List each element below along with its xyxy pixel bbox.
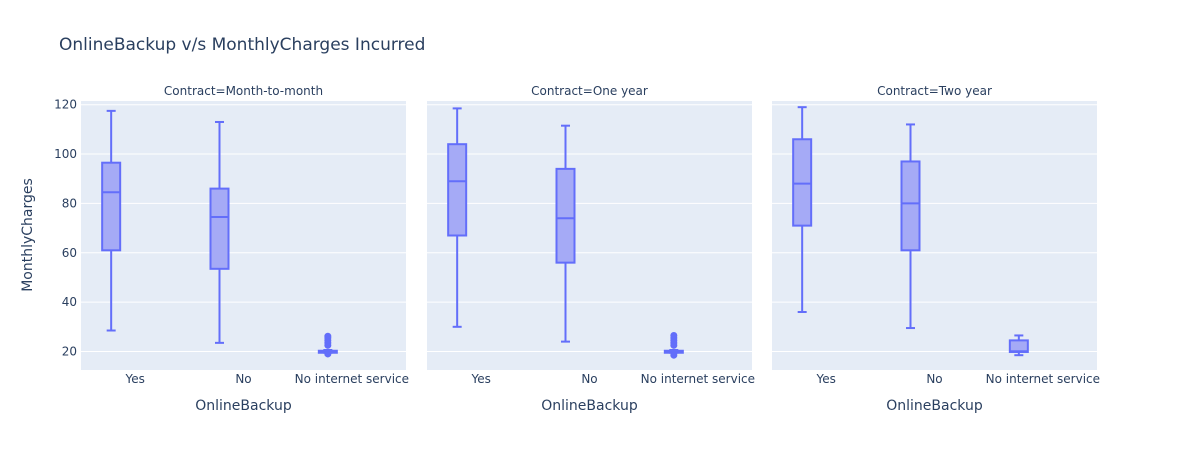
iqr-box (555, 167, 576, 264)
box-plot (663, 331, 684, 359)
iqr-box (101, 161, 122, 252)
outlier-point (670, 351, 678, 359)
x-tick-label: No (926, 372, 942, 386)
x-tick-label: No internet service (641, 372, 755, 386)
box-plot (792, 106, 813, 314)
x-axis-title: OnlineBackup (886, 398, 983, 414)
y-tick-label: 20 (62, 344, 77, 358)
y-tick-label: 80 (62, 196, 77, 210)
iqr-box (447, 143, 468, 237)
chart-title: OnlineBackup v/s MonthlyCharges Incurred (59, 35, 425, 55)
box-plot (101, 109, 122, 332)
facet-title: Contract=Month-to-month (164, 84, 323, 98)
x-tick-label: No internet service (986, 372, 1100, 386)
box-plot (209, 120, 230, 344)
x-tick-label: No (235, 372, 251, 386)
facet-title: Contract=One year (531, 84, 648, 98)
plot-background (81, 101, 406, 370)
box-plot (1008, 334, 1029, 357)
x-tick-label: Yes (124, 372, 144, 386)
iqr-box (792, 138, 813, 227)
y-tick-label: 40 (62, 295, 77, 309)
box-plot (555, 124, 576, 343)
y-tick-label: 120 (54, 98, 77, 112)
box-plot (317, 332, 338, 358)
y-tick-label: 100 (54, 147, 77, 161)
iqr-box (209, 187, 230, 270)
plot-background (772, 101, 1097, 370)
x-tick-label: Yes (470, 372, 490, 386)
x-axis-title: OnlineBackup (195, 398, 292, 414)
x-tick-label: No (581, 372, 597, 386)
facet-panel: Contract=One year Yes No No internet servic… (427, 84, 755, 414)
facet-panel: Contract=Two year Yes No No internet servic… (772, 84, 1100, 414)
facet-title: Contract=Two year (877, 84, 992, 98)
facet-panel: 20 40 60 80 100 120 Contract=Month-to-month Yes… (54, 84, 409, 414)
box-plot (900, 123, 921, 330)
y-axis-title: MonthlyCharges (20, 178, 36, 292)
x-axis-title: OnlineBackup (541, 398, 638, 414)
plot-area: 20 40 60 80 100 120 Contract=Month-to-month Yes… (54, 84, 1100, 414)
plot-background (427, 101, 752, 370)
y-tick-label: 60 (62, 246, 77, 260)
iqr-box (900, 160, 921, 252)
outlier-point (670, 331, 678, 339)
outlier-point (324, 350, 332, 358)
outlier-point (324, 332, 332, 340)
x-tick-label: No internet service (295, 372, 409, 386)
box-plot (447, 107, 468, 328)
x-tick-label: Yes (815, 372, 835, 386)
